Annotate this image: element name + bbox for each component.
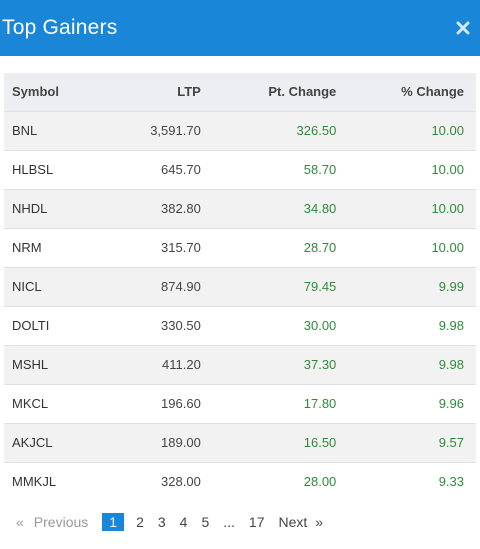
modal-header: Top Gainers (0, 0, 480, 56)
cell-pct-change: 10.00 (431, 240, 464, 255)
cell-pct-change: 9.98 (438, 357, 464, 372)
cell-pct-change: 10.00 (431, 201, 464, 216)
column-header-pct-change[interactable]: % Change (401, 84, 464, 100)
table-row[interactable]: NICL 874.90 79.45 9.99 (4, 267, 476, 306)
cell-symbol: NHDL (12, 201, 48, 216)
page-button-1[interactable]: 1 (102, 513, 125, 531)
next-button[interactable]: Next (278, 514, 308, 530)
page-button-2[interactable]: 2 (136, 514, 144, 530)
table-row[interactable]: DOLTI 330.50 30.00 9.98 (4, 306, 476, 345)
close-button[interactable] (452, 17, 474, 39)
pagination: « Previous 1 2 3 4 5 ... 17 Next » (4, 501, 480, 533)
cell-pt-change: 34.80 (303, 201, 337, 216)
cell-pt-change: 30.00 (303, 318, 337, 333)
table-row[interactable]: MMKJL 328.00 28.00 9.33 (4, 462, 476, 501)
cell-pct-change: 9.96 (438, 396, 464, 411)
page-ellipsis: ... (223, 514, 235, 530)
cell-pt-change: 79.45 (303, 279, 337, 294)
page-button-17[interactable]: 17 (248, 514, 265, 530)
cell-pct-change: 9.57 (438, 435, 464, 450)
cell-symbol: NICL (12, 279, 42, 294)
table-row[interactable]: MKCL 196.60 17.80 9.96 (4, 384, 476, 423)
cell-symbol: HLBSL (12, 162, 54, 177)
cell-ltp: 315.70 (161, 240, 201, 255)
cell-symbol: NRM (12, 240, 42, 255)
page-button-5[interactable]: 5 (201, 514, 210, 530)
cell-ltp: 189.00 (161, 435, 201, 450)
cell-symbol: MKCL (12, 396, 49, 411)
first-arrow: « (16, 514, 24, 530)
table-row[interactable]: NHDL 382.80 34.80 10.00 (4, 189, 476, 228)
page-button-3[interactable]: 3 (157, 514, 166, 530)
table-row[interactable]: NRM 315.70 28.70 10.00 (4, 228, 476, 267)
cell-pct-change: 10.00 (431, 123, 464, 138)
cell-ltp: 328.00 (161, 474, 201, 490)
cell-symbol: DOLTI (12, 318, 50, 333)
column-header-symbol[interactable]: Symbol (12, 84, 59, 100)
table-row[interactable]: AKJCL 189.00 16.50 9.57 (4, 423, 476, 462)
cell-pt-change: 16.50 (303, 435, 337, 450)
cell-ltp: 3,591.70 (150, 123, 201, 138)
cell-symbol: MSHL (12, 357, 49, 372)
cell-pt-change: 58.70 (303, 162, 337, 177)
last-arrow[interactable]: » (315, 514, 324, 530)
cell-pt-change: 37.30 (303, 357, 337, 372)
cell-pct-change: 10.00 (431, 162, 464, 177)
modal-title: Top Gainers (2, 16, 118, 39)
table-row[interactable]: BNL 3,591.70 326.50 10.00 (4, 111, 476, 150)
previous-button: Previous (33, 514, 89, 530)
cell-pt-change: 326.50 (296, 123, 337, 138)
cell-symbol: MMKJL (12, 474, 57, 490)
table-header-row: Symbol LTP Pt. Change % Change (4, 73, 476, 111)
cell-ltp: 874.90 (161, 279, 201, 294)
table-row[interactable]: MSHL 411.20 37.30 9.98 (4, 345, 476, 384)
cell-symbol: BNL (12, 123, 38, 138)
cell-symbol: AKJCL (12, 435, 53, 450)
cell-ltp: 411.20 (162, 357, 201, 372)
cell-ltp: 645.70 (161, 162, 201, 177)
cell-pt-change: 28.70 (303, 240, 337, 255)
cell-ltp: 330.50 (161, 318, 201, 333)
cell-pt-change: 28.00 (303, 474, 337, 490)
gainers-table: Symbol LTP Pt. Change % Change BNL 3,591.… (4, 73, 476, 501)
column-header-pt-change[interactable]: Pt. Change (268, 84, 337, 100)
cell-pct-change: 9.98 (438, 318, 464, 333)
column-header-ltp[interactable]: LTP (177, 84, 201, 100)
page-button-4[interactable]: 4 (179, 514, 188, 530)
cell-pct-change: 9.99 (438, 279, 464, 294)
modal-content: Symbol LTP Pt. Change % Change BNL 3,591.… (0, 56, 480, 533)
table-row[interactable]: HLBSL 645.70 58.70 10.00 (4, 150, 476, 189)
cell-pct-change: 9.33 (438, 474, 464, 490)
close-icon (456, 21, 470, 35)
cell-pt-change: 17.80 (303, 396, 337, 411)
cell-ltp: 382.80 (161, 201, 201, 216)
cell-ltp: 196.60 (161, 396, 201, 411)
